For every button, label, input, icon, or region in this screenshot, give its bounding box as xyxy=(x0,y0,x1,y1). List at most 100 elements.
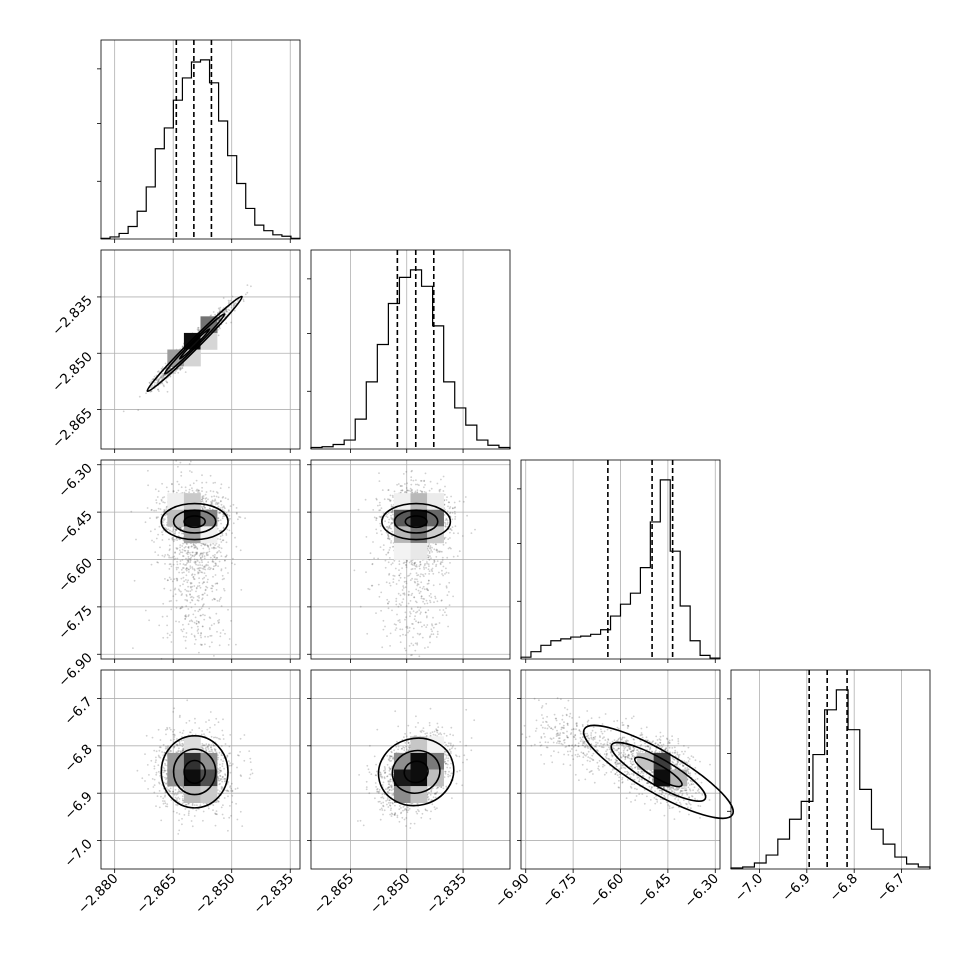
sample-point xyxy=(176,579,179,581)
sample-point xyxy=(201,643,203,646)
sample-point xyxy=(447,538,450,540)
sample-point xyxy=(180,628,183,631)
sample-point xyxy=(438,571,440,574)
sample-point xyxy=(190,582,192,585)
sample-point xyxy=(191,804,194,807)
sample-point xyxy=(180,367,183,370)
sample-point xyxy=(411,654,413,656)
sample-point xyxy=(388,537,391,540)
sample-point xyxy=(393,490,396,493)
sample-point xyxy=(425,599,428,602)
sample-point xyxy=(448,507,451,510)
sample-point xyxy=(163,508,166,511)
sample-point xyxy=(249,757,252,760)
sample-point xyxy=(217,307,220,310)
sample-point xyxy=(160,499,163,502)
sample-point xyxy=(212,568,215,570)
sample-point xyxy=(436,549,439,552)
sample-point xyxy=(392,513,394,516)
sample-point xyxy=(165,486,168,489)
sample-point xyxy=(441,559,444,561)
sample-point xyxy=(401,489,404,492)
sample-point xyxy=(170,578,172,581)
sample-point xyxy=(392,581,395,583)
sample-point xyxy=(251,772,254,775)
sample-point xyxy=(219,500,222,503)
sample-point xyxy=(217,519,220,522)
sample-point xyxy=(433,548,436,551)
sample-point xyxy=(210,502,213,504)
sample-point xyxy=(407,631,409,634)
sample-point xyxy=(158,390,160,392)
sample-point xyxy=(172,538,175,541)
sample-point xyxy=(196,595,199,598)
sample-point xyxy=(418,484,420,487)
sample-point xyxy=(195,620,198,622)
sample-point xyxy=(214,582,217,585)
sample-point xyxy=(435,636,438,638)
sample-point xyxy=(434,595,436,598)
sample-point xyxy=(234,304,236,306)
sample-point xyxy=(166,381,168,384)
sample-point xyxy=(449,562,451,564)
sample-point xyxy=(423,486,425,489)
sample-point xyxy=(201,496,204,499)
sample-point xyxy=(390,523,392,526)
sample-point xyxy=(415,601,418,604)
sample-point xyxy=(438,622,441,624)
sample-point xyxy=(219,538,222,541)
sample-point xyxy=(216,582,219,585)
sample-point xyxy=(174,370,177,373)
sample-point xyxy=(385,526,388,528)
sample-point xyxy=(180,471,183,474)
sample-point xyxy=(169,375,172,378)
sample-point xyxy=(196,625,199,628)
sample-point xyxy=(411,592,414,595)
sample-point xyxy=(200,500,203,503)
sample-point xyxy=(188,620,191,623)
sample-point xyxy=(228,816,231,819)
sample-point xyxy=(214,481,217,484)
sample-point xyxy=(187,608,190,610)
sample-point xyxy=(371,563,374,566)
sample-point xyxy=(250,285,252,288)
sample-point xyxy=(169,790,172,793)
sample-point xyxy=(194,616,197,619)
sample-point xyxy=(160,376,163,378)
sample-point xyxy=(181,532,183,535)
sample-point xyxy=(443,493,446,496)
sample-point xyxy=(229,299,232,302)
sample-point xyxy=(219,635,222,638)
sample-point xyxy=(184,564,186,566)
sample-point xyxy=(427,545,430,548)
sample-point xyxy=(448,604,451,606)
sample-point xyxy=(174,587,177,590)
sample-point xyxy=(425,491,427,494)
sample-point xyxy=(186,699,189,702)
sample-point xyxy=(161,382,164,385)
sample-point xyxy=(185,569,188,572)
sample-point xyxy=(369,552,372,555)
sample-point xyxy=(219,519,222,521)
sample-point xyxy=(155,374,158,377)
sample-point xyxy=(195,489,198,492)
sample-point xyxy=(445,571,448,574)
sample-point xyxy=(174,372,177,374)
sample-point xyxy=(202,810,205,813)
sample-point xyxy=(411,469,413,472)
sample-point xyxy=(236,787,239,790)
sample-point xyxy=(204,589,207,592)
sample-point xyxy=(428,558,431,561)
sample-point xyxy=(449,537,451,539)
sample-point xyxy=(197,326,200,329)
sample-point xyxy=(163,587,166,590)
sample-point xyxy=(194,554,196,556)
sample-point xyxy=(244,293,247,296)
sample-point xyxy=(246,291,249,294)
sample-point xyxy=(380,533,383,536)
sample-point xyxy=(435,565,437,568)
sample-point xyxy=(214,547,217,549)
sample-point xyxy=(427,589,429,592)
sample-point xyxy=(403,580,406,583)
sample-point xyxy=(413,596,416,598)
